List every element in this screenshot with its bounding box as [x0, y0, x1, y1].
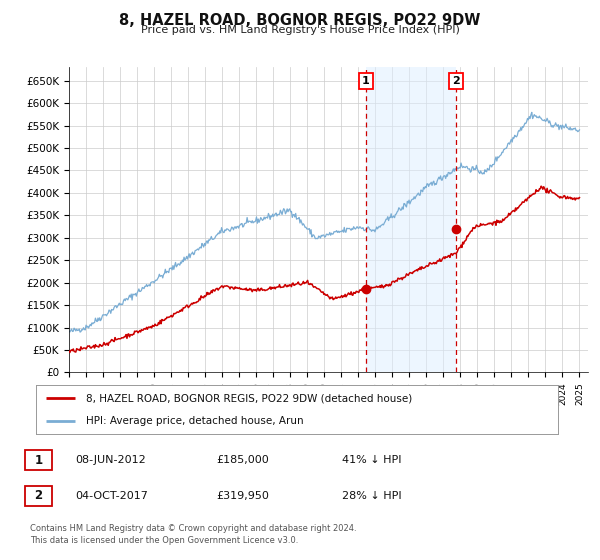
Text: 8, HAZEL ROAD, BOGNOR REGIS, PO22 9DW: 8, HAZEL ROAD, BOGNOR REGIS, PO22 9DW [119, 13, 481, 28]
Text: 1: 1 [34, 454, 43, 467]
Text: This data is licensed under the Open Government Licence v3.0.: This data is licensed under the Open Gov… [30, 536, 298, 545]
Text: 04-OCT-2017: 04-OCT-2017 [75, 491, 148, 501]
Text: 2: 2 [34, 489, 43, 502]
Text: 28% ↓ HPI: 28% ↓ HPI [342, 491, 401, 501]
Text: HPI: Average price, detached house, Arun: HPI: Average price, detached house, Arun [86, 416, 303, 426]
Text: 1: 1 [362, 76, 370, 86]
Text: 41% ↓ HPI: 41% ↓ HPI [342, 455, 401, 465]
Text: 2: 2 [452, 76, 460, 86]
Text: Contains HM Land Registry data © Crown copyright and database right 2024.: Contains HM Land Registry data © Crown c… [30, 524, 356, 533]
Text: £319,950: £319,950 [216, 491, 269, 501]
Bar [366, 67, 456, 372]
Text: £185,000: £185,000 [216, 455, 269, 465]
Text: 8, HAZEL ROAD, BOGNOR REGIS, PO22 9DW (detached house): 8, HAZEL ROAD, BOGNOR REGIS, PO22 9DW (d… [86, 393, 412, 403]
Text: Price paid vs. HM Land Registry's House Price Index (HPI): Price paid vs. HM Land Registry's House … [140, 25, 460, 35]
Text: 08-JUN-2012: 08-JUN-2012 [75, 455, 146, 465]
